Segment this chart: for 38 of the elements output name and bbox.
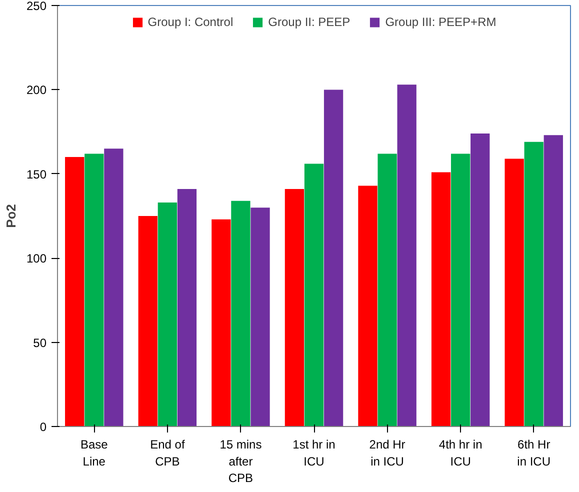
x-tick-label: 15 mins after CPB [220, 438, 262, 486]
y-tick-label: 50 [33, 336, 47, 350]
x-tick-label: 4th hr in ICU [438, 438, 482, 468]
bar [524, 142, 544, 426]
bar [324, 90, 344, 426]
bar [158, 202, 178, 426]
bar [450, 154, 470, 426]
y-tick-label: 0 [40, 420, 47, 434]
legend-label: Group I: Control [148, 15, 234, 29]
bar [231, 200, 250, 426]
y-tick-label: 250 [26, 0, 47, 13]
bar [65, 157, 84, 426]
x-tick-label: End of CPB [150, 438, 186, 468]
x-tick-label: 2nd Hr in ICU [369, 438, 406, 468]
x-tick-label: 6th Hr in ICU [517, 438, 551, 468]
x-tick-label: Base Line [80, 438, 108, 468]
x-tick-label: 1st hr in ICU [292, 438, 336, 468]
bar [138, 216, 158, 426]
y-tick-label: 150 [26, 167, 47, 182]
y-tick-label: 200 [26, 83, 47, 98]
bar [504, 158, 524, 426]
bar [250, 208, 270, 426]
y-tick-label: 100 [26, 252, 47, 266]
y-axis-title: Po2 [3, 204, 18, 228]
bar [431, 172, 451, 426]
bar [84, 154, 104, 426]
bar [212, 219, 231, 426]
bar [104, 148, 124, 426]
bar [304, 164, 324, 426]
legend-label: Group III: PEEP+RM [385, 15, 496, 29]
bar [397, 84, 416, 426]
bar [378, 154, 397, 426]
bar [177, 189, 197, 426]
bar [284, 189, 304, 426]
legend-label: Group II: PEEP [268, 15, 350, 29]
bar [544, 135, 563, 426]
bar [358, 186, 378, 426]
bar [470, 133, 490, 426]
